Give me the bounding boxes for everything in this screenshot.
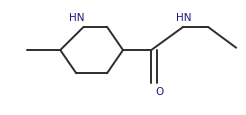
Text: O: O [156, 86, 164, 96]
Text: HN: HN [68, 13, 84, 23]
Text: HN: HN [175, 13, 191, 23]
